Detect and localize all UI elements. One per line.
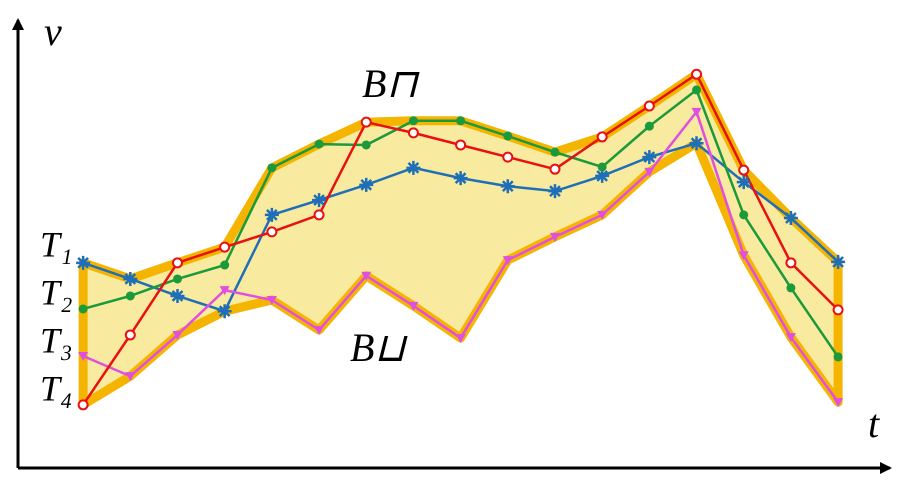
marker bbox=[644, 121, 654, 131]
marker bbox=[643, 100, 655, 112]
marker bbox=[219, 241, 231, 253]
marker bbox=[595, 168, 610, 183]
marker bbox=[453, 171, 468, 186]
marker bbox=[738, 164, 750, 176]
marker bbox=[502, 256, 513, 266]
marker bbox=[455, 139, 467, 151]
annotation: B⊓ bbox=[362, 61, 420, 106]
marker bbox=[596, 131, 608, 143]
marker bbox=[266, 296, 277, 305]
marker bbox=[832, 304, 844, 316]
marker bbox=[408, 301, 419, 311]
marker bbox=[312, 193, 327, 208]
marker bbox=[691, 107, 702, 117]
marker bbox=[739, 210, 749, 220]
legend-label: T₄ bbox=[40, 368, 73, 408]
marker bbox=[76, 255, 91, 270]
legend-label: T₂ bbox=[40, 272, 73, 312]
marker bbox=[738, 251, 749, 261]
marker bbox=[264, 207, 279, 222]
marker bbox=[550, 147, 560, 157]
marker bbox=[597, 210, 608, 220]
marker bbox=[313, 209, 325, 221]
marker bbox=[406, 160, 421, 175]
marker bbox=[170, 288, 185, 303]
legend-label: T₃ bbox=[40, 320, 73, 360]
marker bbox=[547, 184, 562, 199]
marker bbox=[125, 291, 135, 301]
marker bbox=[78, 304, 88, 314]
marker bbox=[692, 85, 702, 95]
marker bbox=[500, 179, 515, 194]
marker bbox=[408, 116, 418, 126]
legend-label: T₁ bbox=[40, 224, 73, 264]
x-axis-label: t bbox=[868, 401, 880, 446]
marker bbox=[549, 232, 560, 242]
marker bbox=[502, 151, 514, 163]
marker bbox=[314, 326, 325, 336]
marker bbox=[455, 334, 466, 344]
marker bbox=[786, 283, 796, 293]
marker bbox=[833, 352, 843, 362]
marker bbox=[689, 136, 704, 151]
marker bbox=[77, 399, 89, 411]
marker bbox=[220, 260, 230, 270]
marker bbox=[503, 131, 513, 141]
annotation: B⊔ bbox=[350, 325, 408, 370]
marker bbox=[456, 116, 466, 126]
marker bbox=[123, 271, 138, 286]
marker bbox=[267, 163, 277, 173]
marker bbox=[361, 271, 372, 281]
marker bbox=[360, 116, 372, 128]
marker bbox=[736, 175, 751, 190]
marker bbox=[125, 372, 136, 382]
marker bbox=[407, 127, 419, 139]
marker bbox=[217, 304, 232, 319]
marker bbox=[785, 257, 797, 269]
marker bbox=[359, 177, 374, 192]
y-axis-label: v bbox=[44, 9, 62, 54]
marker bbox=[833, 398, 844, 408]
marker bbox=[124, 329, 136, 341]
marker bbox=[171, 257, 183, 269]
marker bbox=[219, 286, 230, 296]
plot: T₁ T₂ T₃ T₄ bbox=[40, 68, 846, 411]
marker bbox=[642, 150, 657, 165]
marker bbox=[78, 352, 89, 361]
marker bbox=[172, 274, 182, 284]
marker bbox=[691, 68, 703, 80]
marker bbox=[831, 254, 846, 269]
marker bbox=[266, 226, 278, 238]
marker bbox=[549, 163, 561, 175]
marker bbox=[172, 330, 183, 340]
marker bbox=[644, 167, 655, 177]
marker bbox=[783, 211, 798, 226]
marker bbox=[361, 140, 371, 150]
marker bbox=[785, 333, 796, 343]
marker bbox=[597, 162, 607, 172]
marker bbox=[314, 139, 324, 149]
